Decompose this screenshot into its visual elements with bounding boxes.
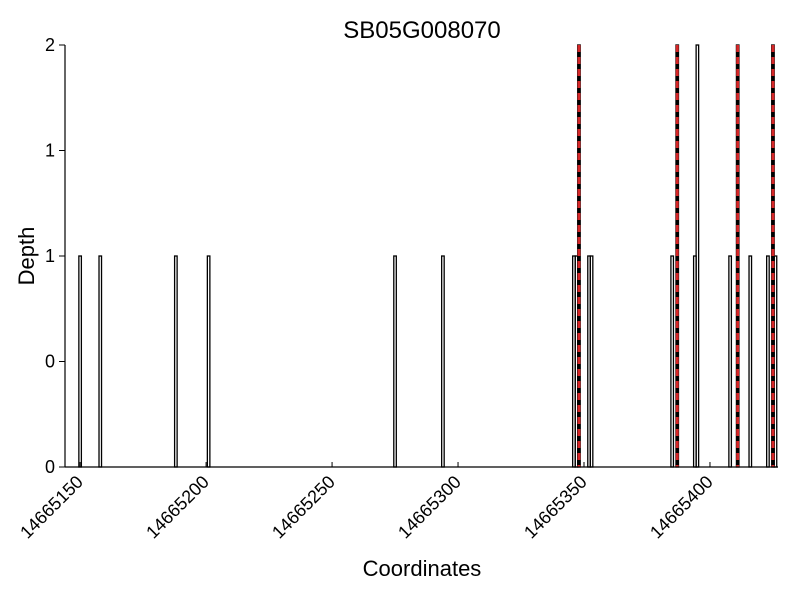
bars-group [78, 44, 778, 468]
axes-group: 0 0 1 1 2 14665150 14665200 14665250 14665300 146… [16, 35, 778, 542]
chart-title: SB05G008070 [343, 17, 500, 44]
x-tick-label: 14665300 [394, 472, 465, 543]
y-axis-label: Depth [14, 227, 39, 286]
y-tick-label: 0 [45, 457, 55, 477]
x-tick-label: 14665250 [268, 472, 339, 543]
depth-bar [670, 255, 675, 468]
depth-bar [206, 255, 211, 468]
y-tick-label: 1 [45, 246, 55, 266]
depth-bar [766, 255, 770, 468]
x-axis-label: Coordinates [363, 556, 482, 581]
depth-bar [773, 255, 778, 468]
x-tick-label: 14665350 [520, 472, 591, 543]
depth-bar [728, 255, 733, 468]
depth-bar [441, 255, 445, 468]
depth-bar [748, 255, 753, 468]
y-tick-label: 2 [45, 35, 55, 55]
depth-bar [393, 255, 397, 468]
y-tick-label: 1 [45, 141, 55, 161]
depth-bar [98, 255, 103, 468]
marker-lines-group [577, 45, 775, 467]
depth-bar [589, 255, 594, 468]
x-tick-label: 14665200 [142, 472, 213, 543]
x-tick-label: 14665400 [646, 472, 717, 543]
y-tick-label: 0 [45, 352, 55, 372]
x-tick-label: 14665150 [16, 472, 87, 543]
depth-bar [173, 255, 178, 468]
depth-bar [78, 255, 83, 468]
depth-bar [695, 44, 700, 468]
